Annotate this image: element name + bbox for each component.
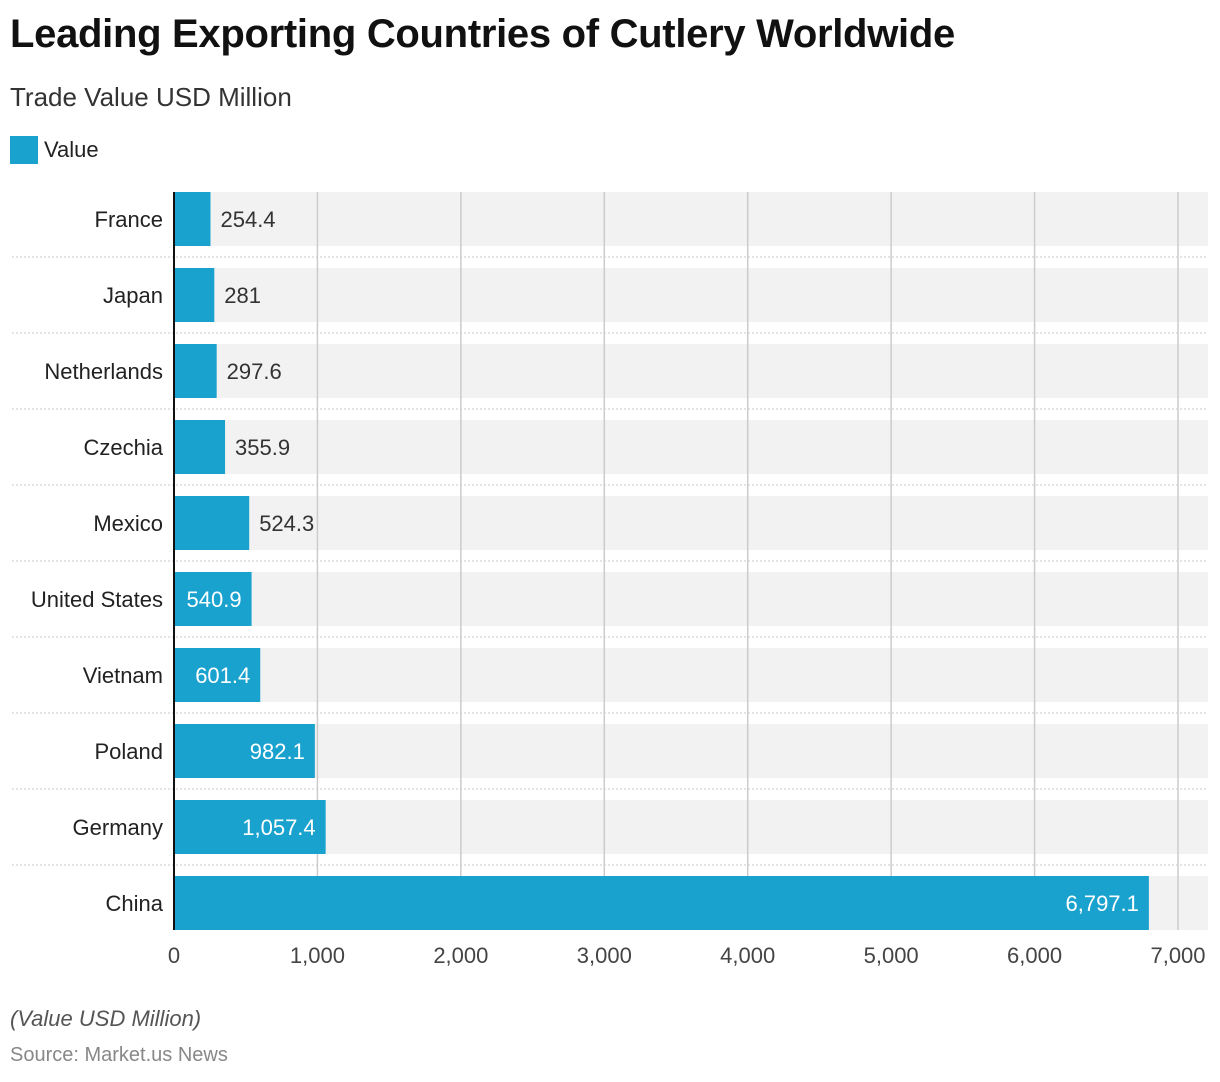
legend: Value xyxy=(10,136,99,164)
data-label: 1,057.4 xyxy=(242,815,315,840)
bar xyxy=(174,572,252,626)
bar xyxy=(174,876,1149,930)
legend-swatch xyxy=(10,136,38,164)
chart-subtitle: Trade Value USD Million xyxy=(10,82,292,112)
data-label: 982.1 xyxy=(250,739,305,764)
chart-title: Leading Exporting Countries of Cutlery W… xyxy=(10,12,955,56)
data-label: 524.3 xyxy=(259,511,314,536)
x-tick-label: 6,000 xyxy=(1007,943,1062,968)
row-band xyxy=(174,496,1208,550)
data-label: 540.9 xyxy=(187,587,242,612)
data-label: 254.4 xyxy=(220,207,275,232)
source-text: Source: Market.us News xyxy=(10,1044,228,1066)
category-label: Vietnam xyxy=(83,663,163,688)
bar xyxy=(174,800,326,854)
legend-label: Value xyxy=(44,137,99,162)
bar xyxy=(174,268,215,322)
category-label: China xyxy=(106,891,164,916)
category-label: France xyxy=(95,207,163,232)
data-label: 6,797.1 xyxy=(1065,891,1138,916)
category-label: Japan xyxy=(103,283,163,308)
bar xyxy=(174,724,315,778)
bar-chart: France 254.4 Japan 281 Netherlands 297.6 Czech… xyxy=(12,192,1208,968)
x-tick-label: 2,000 xyxy=(433,943,488,968)
category-label: Czechia xyxy=(84,435,164,460)
row-band xyxy=(174,648,1208,702)
category-label: Netherlands xyxy=(44,359,163,384)
x-tick-label: 5,000 xyxy=(864,943,919,968)
data-label: 297.6 xyxy=(227,359,282,384)
x-tick-label: 0 xyxy=(168,943,180,968)
data-label: 355.9 xyxy=(235,435,290,460)
category-label: Mexico xyxy=(93,511,163,536)
bar xyxy=(174,496,250,550)
bar xyxy=(174,420,226,474)
row-band xyxy=(174,724,1208,778)
unit-note: (Value USD Million) xyxy=(10,1006,202,1031)
bar xyxy=(174,648,261,702)
category-label: Poland xyxy=(94,739,163,764)
category-label: Germany xyxy=(73,815,163,840)
row-band xyxy=(174,192,1208,246)
row-band xyxy=(174,268,1208,322)
row-band xyxy=(174,800,1208,854)
x-tick-label: 7,000 xyxy=(1150,943,1205,968)
bar xyxy=(174,344,217,398)
row-band xyxy=(174,344,1208,398)
data-label: 281 xyxy=(224,283,261,308)
row-band xyxy=(174,420,1208,474)
data-label: 601.4 xyxy=(195,663,250,688)
bar xyxy=(174,192,211,246)
category-label: United States xyxy=(31,587,163,612)
x-tick-label: 4,000 xyxy=(720,943,775,968)
row-band xyxy=(174,572,1208,626)
x-tick-label: 3,000 xyxy=(577,943,632,968)
x-tick-label: 1,000 xyxy=(290,943,345,968)
